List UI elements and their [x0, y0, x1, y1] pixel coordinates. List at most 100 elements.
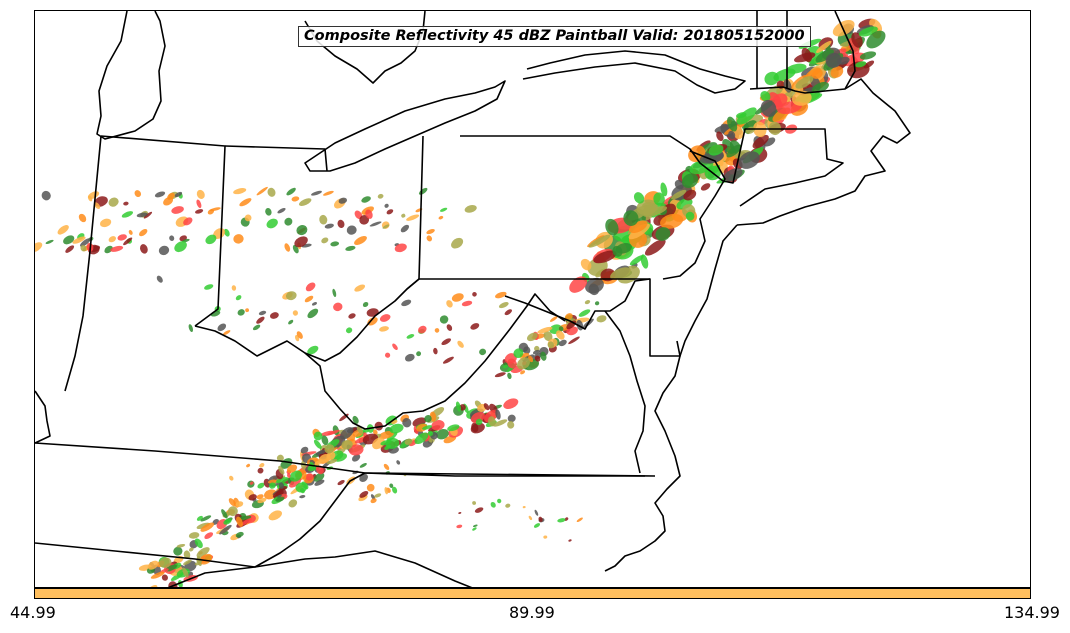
reflectivity-blob: [223, 518, 232, 525]
reflectivity-blob: [292, 310, 299, 316]
reflectivity-blob: [161, 574, 168, 581]
reflectivity-blob: [217, 323, 227, 332]
reflectivity-blob: [319, 454, 331, 463]
reflectivity-blob: [471, 422, 479, 433]
reflectivity-blob: [235, 501, 244, 507]
reflectivity-blob: [392, 343, 398, 351]
border-illinois-indiana: [64, 135, 102, 392]
reflectivity-blob: [305, 282, 316, 292]
reflectivity-blob: [700, 183, 711, 191]
reflectivity-blob: [72, 236, 86, 244]
reflectivity-blob: [526, 332, 538, 342]
reflectivity-blob: [520, 370, 526, 375]
reflectivity-blob: [296, 225, 308, 236]
reflectivity-blob: [382, 224, 390, 229]
reflectivity-blob: [300, 446, 309, 454]
reflectivity-blob: [323, 190, 334, 196]
reflectivity-blob: [401, 213, 406, 218]
reflectivity-blob: [422, 425, 433, 430]
reflectivity-blob: [314, 460, 322, 466]
reflectivity-blob: [108, 236, 116, 243]
reflectivity-blob: [245, 308, 250, 313]
reflectivity-blob: [284, 243, 291, 252]
reflectivity-blob: [533, 523, 541, 528]
reflectivity-blob: [295, 482, 308, 493]
reflectivity-blob: [660, 213, 684, 229]
reflectivity-blob: [723, 168, 743, 182]
reflectivity-blob: [516, 357, 531, 370]
reflectivity-blob: [392, 486, 398, 494]
reflectivity-blob: [386, 209, 394, 215]
reflectivity-blob: [204, 284, 214, 290]
reflectivity-blob: [394, 243, 407, 253]
reflectivity-blob: [379, 314, 391, 322]
reflectivity-blob: [200, 515, 212, 522]
reflectivity-blob: [57, 225, 69, 235]
reflectivity-blob: [578, 309, 591, 317]
reflectivity-blob: [252, 324, 261, 331]
reflectivity-blob: [543, 535, 548, 539]
reflectivity-blob: [406, 214, 420, 221]
reflectivity-blob: [428, 430, 434, 436]
reflectivity-blob: [507, 414, 516, 423]
reflectivity-blob: [851, 32, 863, 48]
reflectivity-blob: [244, 214, 252, 222]
reflectivity-blob: [708, 144, 724, 156]
lake-ontario-shore: [522, 50, 746, 94]
reflectivity-blob: [434, 328, 440, 333]
reflectivity-blob: [644, 239, 666, 256]
reflectivity-blob: [699, 151, 724, 164]
reflectivity-blob: [307, 308, 319, 319]
reflectivity-blob: [359, 473, 368, 483]
reflectivity-blob: [248, 494, 257, 501]
reflectivity-blob: [503, 398, 519, 410]
reflectivity-blob: [380, 439, 392, 446]
reflectivity-blob: [495, 291, 507, 299]
reflectivity-blob: [547, 341, 555, 349]
reflectivity-blob: [866, 30, 886, 49]
reflectivity-blob: [488, 416, 496, 427]
reflectivity-blob: [372, 437, 385, 450]
reflectivity-blob: [727, 116, 738, 132]
reflectivity-blob: [35, 242, 43, 253]
reflectivity-blob: [228, 506, 238, 517]
reflectivity-blob: [490, 501, 496, 508]
reflectivity-blob: [359, 215, 370, 225]
reflectivity-blob: [815, 49, 834, 63]
reflectivity-blob: [284, 217, 293, 226]
reflectivity-blob: [275, 496, 285, 502]
reflectivity-blob: [426, 229, 435, 235]
reflectivity-blob: [338, 197, 348, 204]
reflectivity-blob: [311, 190, 322, 196]
lake-michigan-shore: [96, 11, 166, 140]
reflectivity-blob: [313, 472, 325, 482]
reflectivity-blob: [494, 372, 506, 378]
reflectivity-blob: [266, 218, 278, 229]
reflectivity-blob: [404, 353, 415, 362]
reflectivity-blob: [219, 524, 232, 535]
reflectivity-blob: [196, 547, 210, 558]
reflectivity-blob: [569, 276, 588, 293]
reflectivity-blob: [78, 213, 87, 223]
reflectivity-blob: [837, 56, 850, 65]
reflectivity-blob: [313, 431, 323, 441]
reflectivity-blob: [352, 454, 361, 462]
reflectivity-blob: [534, 509, 539, 516]
reflectivity-blob: [348, 313, 356, 319]
reflectivity-blob: [811, 69, 823, 79]
reflectivity-blob: [441, 338, 452, 346]
reflectivity-blob: [236, 516, 243, 527]
reflectivity-blob: [507, 358, 517, 369]
reflectivity-blob: [549, 316, 558, 322]
reflectivity-blob: [404, 438, 413, 445]
reflectivity-blob: [278, 465, 285, 475]
reflectivity-blob: [472, 291, 477, 297]
reflectivity-blob: [588, 234, 611, 248]
reflectivity-blob: [256, 494, 264, 500]
reflectivity-blob: [389, 423, 404, 434]
reflectivity-blob: [426, 235, 433, 242]
reflectivity-blob: [439, 207, 448, 212]
reflectivity-blob: [369, 221, 382, 227]
colorbar-tick-min: 44.99: [10, 603, 56, 622]
reflectivity-blob: [299, 198, 312, 206]
